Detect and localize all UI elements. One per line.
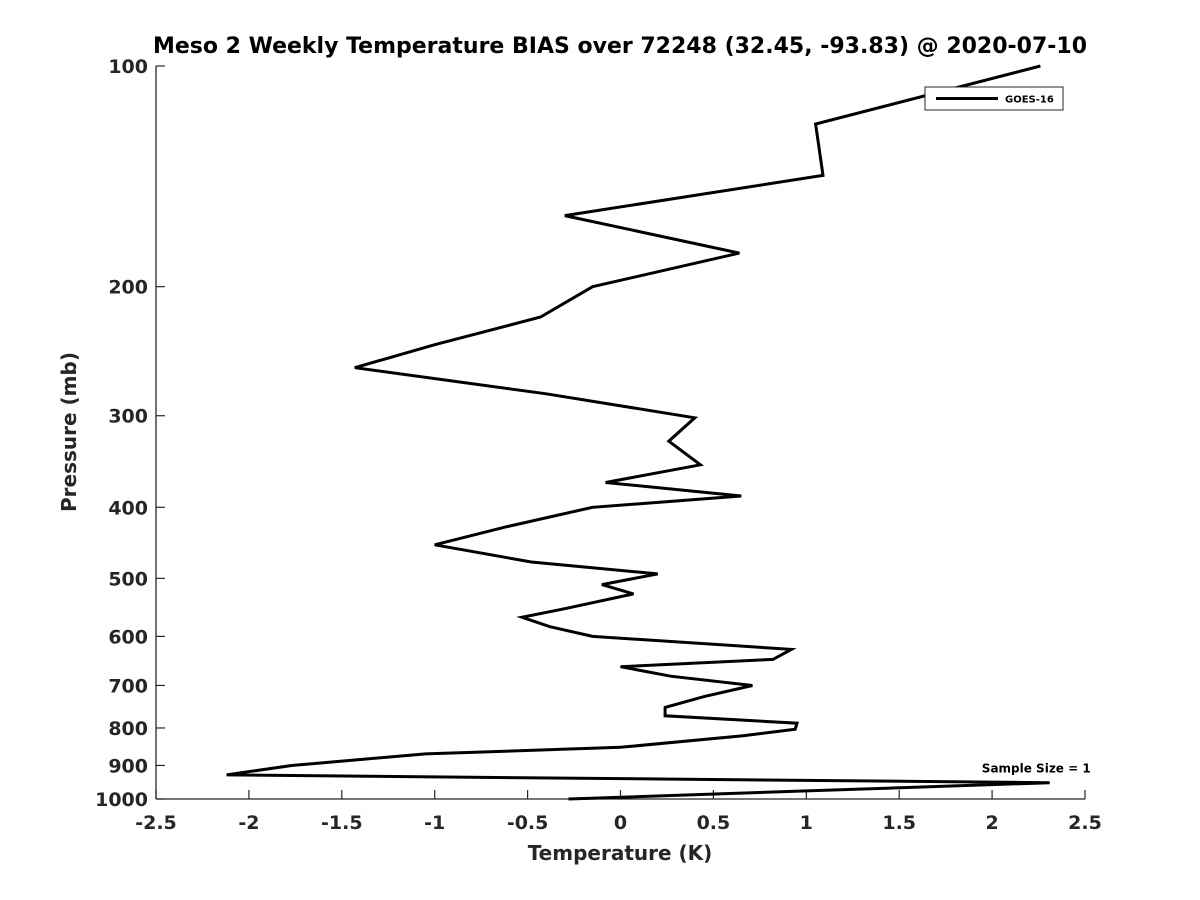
- y-tick-label: 300: [108, 406, 148, 428]
- x-tick-label: 1: [800, 812, 813, 834]
- annotations: Sample Size = 1: [982, 761, 1091, 775]
- chart-title: Meso 2 Weekly Temperature BIAS over 7224…: [153, 34, 1087, 59]
- x-axis-label: Temperature (K): [528, 841, 713, 865]
- y-tick-label: 700: [108, 675, 148, 697]
- x-axis-ticks: -2.5 -2 -1.5 -1 -0.5 0 0.5 1 1.5 2 2.5: [135, 790, 1102, 834]
- x-tick-label: -0.5: [507, 812, 549, 834]
- x-tick-label: -2: [238, 812, 259, 834]
- x-tick-label: -1.5: [321, 812, 363, 834]
- y-tick-label: 200: [108, 277, 148, 299]
- y-tick-label: 800: [108, 718, 148, 740]
- x-tick-label: -2.5: [135, 812, 177, 834]
- legend: GOES-16: [924, 86, 1064, 111]
- y-tick-label: 100: [108, 56, 148, 78]
- sample-size-annotation: Sample Size = 1: [982, 761, 1091, 775]
- series-line-goes-16: [226, 64, 1050, 801]
- series-layer: [226, 64, 1050, 801]
- x-tick-label: -1: [424, 812, 445, 834]
- x-tick-label: 0: [614, 812, 627, 834]
- y-tick-label: 400: [108, 497, 148, 519]
- x-tick-label: 0.5: [697, 812, 731, 834]
- x-tick-label: 1.5: [882, 812, 916, 834]
- x-tick-label: 2: [985, 812, 998, 834]
- x-tick-label: 2.5: [1068, 812, 1102, 834]
- y-tick-label: 900: [108, 755, 148, 777]
- y-axis-label: Pressure (mb): [57, 352, 81, 512]
- legend-label: GOES-16: [1005, 95, 1054, 106]
- y-tick-label: 1000: [95, 789, 148, 811]
- y-tick-label: 500: [108, 568, 148, 590]
- y-tick-label: 600: [108, 626, 148, 648]
- y-axis-ticks: 100 200 300 400 500 600 700 800 900 1000: [95, 56, 165, 811]
